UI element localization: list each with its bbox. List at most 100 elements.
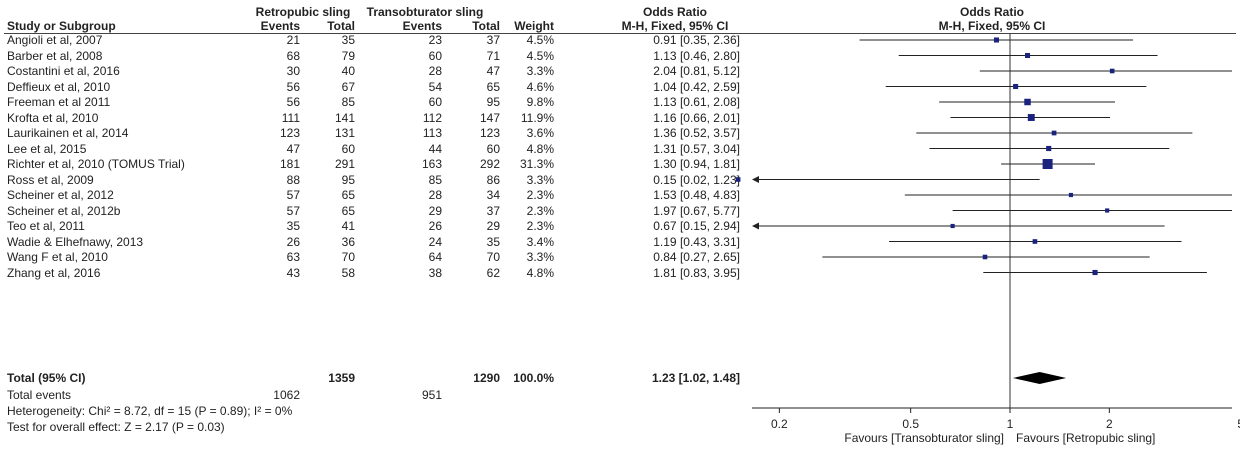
total-value: 36: [341, 234, 355, 249]
study-name: Scheiner et al, 2012: [7, 188, 114, 202]
study-name: Laurikainen et al, 2014: [7, 126, 129, 140]
study-name: Wang F et al, 2010: [7, 250, 108, 264]
pooled-odds-ratio-ci: 1.23 [1.02, 1.48]: [651, 371, 740, 385]
total-value: 60: [486, 141, 500, 156]
weight-value: 4.8%: [526, 141, 554, 156]
total-sum-1: 1359: [328, 371, 355, 385]
total-value: 58: [341, 265, 355, 280]
total-value: 79: [341, 48, 355, 63]
weight-value: 4.5%: [526, 33, 554, 47]
odds-ratio-ci: 0.84 [0.27, 2.65]: [653, 250, 740, 264]
total-value: 123: [479, 126, 500, 140]
study-name: Zhang et al, 2016: [7, 265, 101, 280]
events-value: 181: [279, 157, 300, 171]
events-value: 35: [286, 219, 300, 233]
events-value: 60: [428, 95, 442, 109]
events-value: 68: [286, 48, 300, 63]
study-name: Lee et al, 2015: [7, 141, 87, 156]
overall-effect-test: Test for overall effect: Z = 2.17 (P = 0…: [7, 420, 225, 434]
odds-ratio-ci: 1.13 [0.61, 2.08]: [653, 95, 740, 109]
events-header-1: Events: [260, 19, 300, 33]
weight-value: 11.9%: [520, 110, 554, 125]
point-estimate: [982, 254, 988, 260]
events-value: 43: [286, 265, 300, 280]
point-estimate: [1027, 114, 1035, 121]
weight-value: 2.3%: [526, 203, 554, 218]
events-value: 54: [428, 79, 442, 94]
odds-ratio-ci: 1.19 [0.43, 3.31]: [653, 234, 740, 249]
x-tick-label: 0.2: [771, 417, 788, 431]
odds-ratio-ci: 1.13 [0.46, 2.80]: [653, 48, 740, 63]
weight-value: 3.3%: [526, 250, 554, 264]
events-header-2: Events: [402, 19, 442, 33]
or-method-header: M-H, Fixed, 95% CI: [621, 19, 729, 33]
total-sum-2: 1290: [473, 371, 500, 385]
weight-header: Weight: [514, 19, 554, 33]
events-value: 111: [281, 110, 300, 125]
point-estimate: [950, 223, 955, 229]
total-events-label: Total events: [7, 388, 72, 402]
point-estimate: [1109, 68, 1115, 74]
total-value: 65: [341, 188, 355, 202]
point-estimate: [993, 37, 1000, 43]
events-value: 57: [286, 188, 300, 202]
study-name: Freeman et al 2011: [7, 95, 111, 109]
group-header-retropubic: Retropubic sling: [255, 5, 351, 19]
events-value: 47: [286, 141, 300, 156]
study-name: Deffieux et al, 2010: [7, 79, 111, 94]
favours-left-label: Favours [Transobturator sling]: [844, 431, 1004, 445]
favours-right-label: Favours [Retropubic sling]: [1016, 431, 1155, 445]
odds-ratio-ci: 1.53 [0.48, 4.83]: [653, 188, 740, 202]
events-value: 123: [279, 126, 300, 140]
study-name: Barber et al, 2008: [7, 48, 103, 63]
point-estimate: [1024, 98, 1031, 106]
total-value: 62: [486, 265, 500, 280]
point-estimate: [1024, 52, 1031, 59]
total-value: 65: [486, 79, 500, 94]
study-name: Ross et al, 2009: [7, 172, 94, 187]
pooled-diamond: [1012, 372, 1067, 384]
odds-ratio-ci: 1.16 [0.66, 2.01]: [653, 110, 740, 125]
weight-value: 3.4%: [526, 234, 554, 249]
study-name: Wadie & Elhefnawy, 2013: [7, 234, 144, 249]
odds-ratio-ci: 0.91 [0.35, 2.36]: [653, 33, 740, 47]
events-value: 23: [428, 33, 442, 47]
point-estimate: [1046, 145, 1052, 152]
total-value: 37: [486, 203, 500, 218]
events-value: 29: [428, 203, 442, 218]
total-value: 70: [341, 250, 355, 264]
point-estimate: [1032, 239, 1038, 244]
events-value: 44: [428, 141, 442, 156]
events-value: 113: [422, 126, 442, 140]
group-header-transobturator: Transobturator sling: [366, 5, 484, 19]
odds-ratio-ci: 1.97 [0.67, 5.77]: [653, 203, 740, 218]
events-value: 64: [428, 250, 442, 264]
plot-subtitle: M-H, Fixed, 95% CI: [939, 19, 1046, 33]
odds-ratio-ci: 0.15 [0.02, 1.23]: [653, 172, 740, 187]
study-name: Scheiner et al, 2012b: [7, 203, 121, 218]
point-estimate: [1013, 83, 1019, 90]
events-value: 112: [422, 110, 442, 125]
odds-ratio-ci: 1.31 [0.57, 3.04]: [653, 141, 740, 156]
total-value: 35: [486, 234, 500, 249]
odds-ratio-ci: 1.81 [0.83, 3.95]: [653, 265, 740, 280]
total-events-1: 1062: [273, 388, 300, 402]
study-name: Richter et al, 2010 (TOMUS Trial): [7, 157, 185, 171]
events-value: 60: [428, 48, 442, 63]
events-value: 26: [286, 234, 300, 249]
weight-value: 3.6%: [526, 126, 554, 140]
total-value: 141: [334, 110, 355, 125]
weight-value: 4.8%: [526, 265, 554, 280]
events-value: 24: [428, 234, 442, 249]
ci-truncation-arrow: [752, 176, 759, 183]
point-estimate: [735, 177, 741, 182]
weight-value: 2.3%: [526, 188, 554, 202]
total-value: 147: [479, 110, 500, 125]
total-header-1: Total: [327, 19, 355, 33]
point-estimate: [1068, 192, 1074, 198]
total-header-2: Total: [472, 19, 500, 33]
total-value: 40: [341, 64, 355, 78]
x-tick-label: 1: [1007, 417, 1014, 431]
events-value: 88: [286, 172, 300, 187]
